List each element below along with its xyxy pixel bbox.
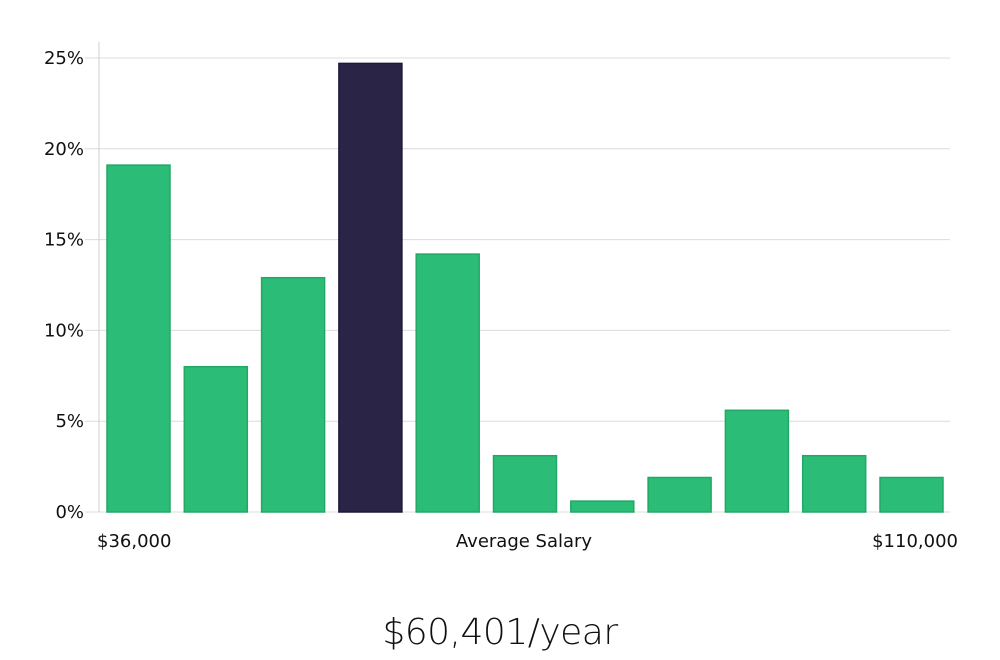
salary-histogram: 0% 5% 10% 15% 20% 25% $36,000 Average Salary … (44, 42, 958, 552)
y-tick-label: 25% (44, 48, 84, 69)
bar (260, 276, 326, 513)
bar (724, 409, 790, 513)
x-min-label: $36,000 (97, 531, 171, 552)
bar (647, 476, 712, 513)
bar (801, 454, 867, 513)
bar (492, 454, 558, 513)
average-salary-value: $60,401/year (382, 612, 618, 653)
bar-highlighted (338, 62, 403, 513)
bar (183, 365, 249, 513)
y-tick-label: 10% (44, 320, 84, 341)
bars (106, 62, 944, 513)
bar (570, 500, 635, 513)
y-tick-label: 0% (55, 502, 84, 523)
y-tick-label: 15% (44, 230, 84, 251)
x-max-label: $110,000 (872, 531, 958, 552)
x-axis-labels: $36,000 Average Salary $110,000 (97, 531, 958, 552)
y-tick-labels: 0% 5% 10% 15% 20% 25% (44, 48, 84, 523)
x-axis-title: Average Salary (456, 531, 593, 552)
bar (879, 476, 944, 513)
bar (106, 164, 171, 513)
y-tick-label: 20% (44, 139, 84, 160)
bar (415, 253, 480, 513)
y-tick-label: 5% (55, 411, 84, 432)
